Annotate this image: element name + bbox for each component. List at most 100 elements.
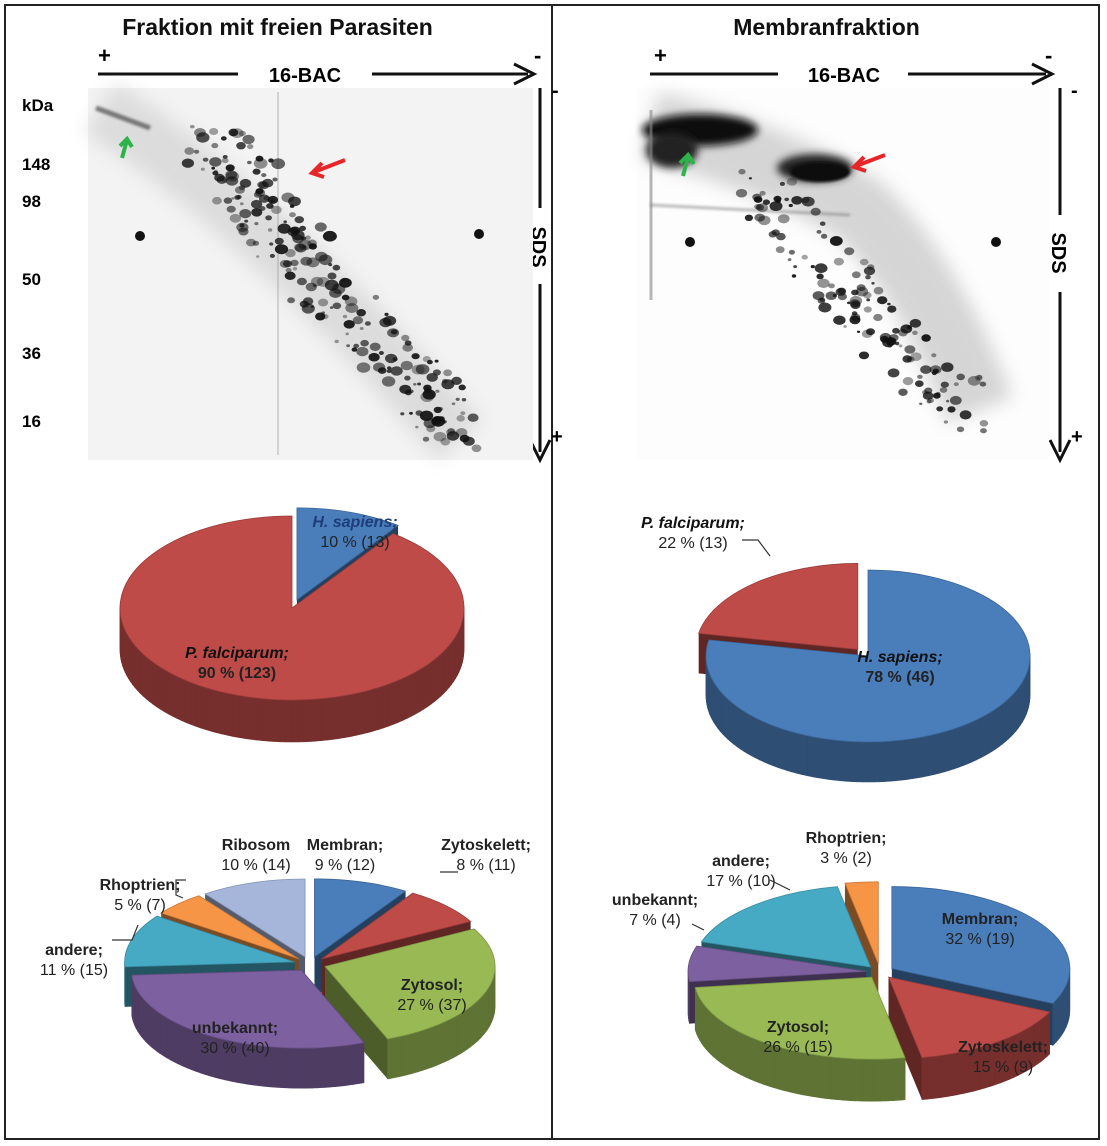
- gel-spot: [227, 206, 236, 213]
- gel-spot: [356, 347, 368, 356]
- pie-label-value: 26 % (15): [763, 1039, 832, 1056]
- gel-spot: [417, 383, 421, 386]
- mw-16: 16: [22, 412, 41, 431]
- gel-spot: [780, 182, 785, 186]
- left-16bac-plus: +: [98, 43, 111, 68]
- gel-spot: [749, 177, 752, 179]
- gel-spot: [778, 214, 790, 223]
- left-gel-dot-right: [474, 229, 484, 239]
- gel-spot: [268, 158, 274, 162]
- gel-spot: [811, 265, 815, 268]
- gel-spot: [936, 406, 943, 411]
- gel-spot: [936, 392, 941, 396]
- gel-spot: [333, 303, 342, 310]
- gel-spot: [871, 282, 874, 285]
- gel-spot: [325, 280, 339, 291]
- gel-spot: [212, 197, 222, 205]
- gel-spot: [850, 301, 860, 309]
- gel-spot: [318, 299, 328, 307]
- gel-spot: [254, 158, 268, 169]
- gel-spot: [285, 272, 296, 280]
- gel-spot: [895, 342, 899, 345]
- gel-spot: [932, 371, 937, 375]
- gel-spot: [209, 157, 221, 167]
- pie-label-name: Zytoskelett;: [958, 1039, 1048, 1056]
- gel-spot: [297, 278, 307, 286]
- gel-spot: [251, 208, 262, 217]
- gel-spot: [211, 167, 215, 170]
- pie-label-name: P. falciparum;: [185, 645, 289, 662]
- pie-label-value: 78 % (46): [865, 669, 934, 686]
- pie-label-value: 9 % (12): [315, 857, 375, 874]
- gel-spot: [335, 340, 339, 343]
- gel-spot: [401, 335, 409, 341]
- right-16bac-minus: -: [1045, 43, 1052, 68]
- gel-spot: [214, 170, 217, 173]
- gel-spot: [190, 125, 195, 128]
- pie-label-name: andere;: [712, 853, 770, 870]
- right-sds-minus: -: [1071, 80, 1078, 102]
- gel-spot: [261, 173, 266, 177]
- gel-spot: [240, 179, 251, 188]
- gel-spot: [802, 255, 808, 260]
- gel-spot: [251, 200, 262, 209]
- gel-spot: [387, 328, 399, 337]
- gel-spot: [924, 388, 932, 394]
- gel-spot: [211, 143, 218, 148]
- gel-spot: [920, 365, 931, 374]
- gel-spot: [328, 263, 332, 266]
- gel-spot: [456, 428, 468, 437]
- gel-spot: [888, 368, 900, 377]
- gel-spot: [222, 158, 229, 163]
- pie-label-value: 27 % (37): [397, 997, 466, 1014]
- gel-spot: [270, 254, 275, 258]
- gel-spot: [409, 412, 413, 415]
- gel-spot: [401, 361, 413, 370]
- pie-label-value: 30 % (40): [200, 1040, 269, 1057]
- gel-spot: [834, 258, 844, 266]
- gel-spot: [960, 410, 972, 419]
- pie-label-name: unbekannt;: [192, 1020, 278, 1037]
- gel-spot: [754, 214, 765, 222]
- right-gel-dot-left: [685, 237, 695, 247]
- gel-spot: [857, 331, 860, 333]
- gel-spot: [892, 328, 900, 334]
- gel-spot: [230, 214, 241, 223]
- pie-label-value: 7 % (4): [629, 912, 681, 929]
- pie-label-value: 17 % (10): [706, 873, 775, 890]
- right-sds-axis: - SDS +: [1047, 80, 1083, 460]
- gel-spot: [866, 298, 870, 301]
- gel-spot: [300, 257, 312, 266]
- gel-spot: [315, 222, 327, 231]
- gel-spot: [268, 228, 272, 231]
- gel-spot: [265, 215, 272, 220]
- gel-spot: [253, 169, 261, 175]
- gel-spot: [443, 369, 452, 376]
- gel-spot: [442, 420, 447, 424]
- gel-spot: [373, 295, 379, 300]
- gel-spot: [435, 360, 439, 363]
- gel-spot: [980, 428, 987, 433]
- gel-spot: [946, 400, 949, 403]
- gel-spot: [353, 344, 359, 348]
- left-16bac-label: 16-BAC: [269, 65, 341, 87]
- leader-line: [742, 540, 770, 556]
- gel-spot: [776, 199, 781, 203]
- right-gel-image: [637, 88, 1049, 460]
- gel-spot: [416, 364, 430, 374]
- gel-spot: [405, 340, 412, 345]
- gel-spot: [904, 345, 915, 353]
- pie-chart-1: [120, 508, 464, 742]
- gel-spot: [843, 325, 847, 328]
- gel-spot: [941, 382, 949, 388]
- gel-spot: [787, 178, 797, 186]
- gel-spot: [393, 357, 398, 361]
- gel-spot: [435, 390, 439, 393]
- pie-label-value: 5 % (7): [114, 897, 166, 914]
- gel-spot: [957, 427, 964, 433]
- gel-spot: [947, 406, 955, 412]
- gel-spot: [877, 296, 887, 304]
- gel-spot: [887, 306, 896, 313]
- gel-spot: [256, 255, 259, 258]
- gel-spot: [283, 220, 287, 223]
